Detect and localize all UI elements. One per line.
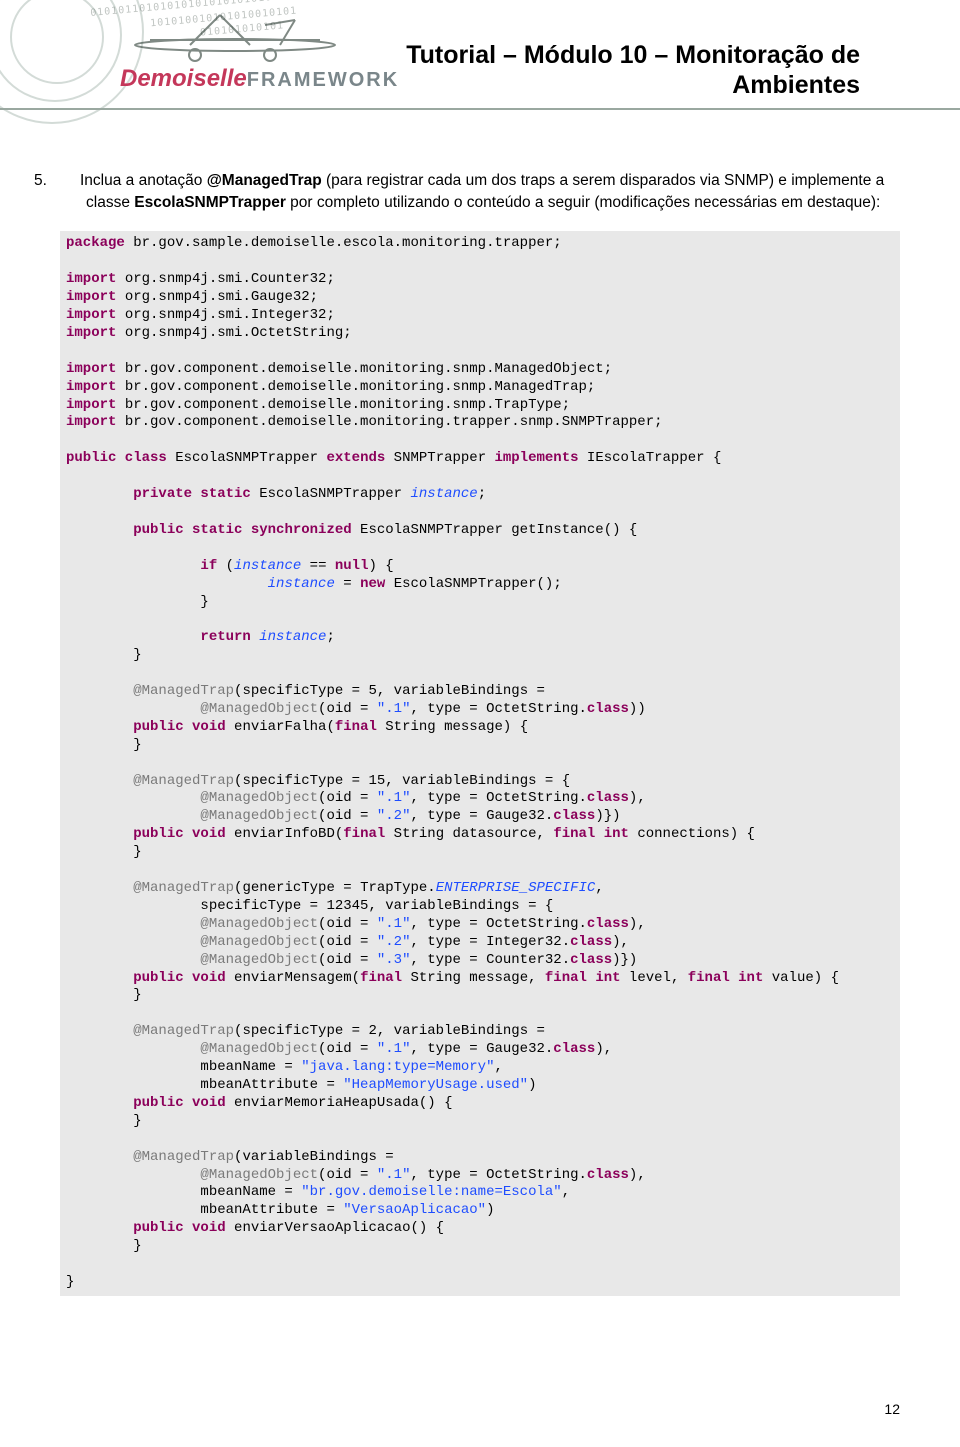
list-number: 5. [60,170,80,192]
code-listing: package br.gov.sample.demoiselle.escola.… [60,231,900,1295]
text-fragment: Inclua a anotação [80,172,207,189]
text-fragment: por completo utilizando o conteúdo a seg… [286,194,881,211]
logo: DemoiselleFRAMEWORK [120,65,399,93]
document-page: 01010110101010101010101010 1010100101010… [0,0,960,1447]
logo-brand: Demoiselle [120,65,247,92]
annotation-name: @ManagedTrap [207,172,322,189]
page-number: 12 [884,1401,900,1417]
title-line-1: Tutorial – Módulo 10 – Monitoração de [406,41,860,69]
tutorial-title: Tutorial – Módulo 10 – Monitoração de Am… [406,40,860,100]
class-name: EscolaSNMPTrapper [134,194,286,211]
page-header: 01010110101010101010101010 1010100101010… [60,0,900,130]
logo-suffix: FRAMEWORK [247,69,399,91]
title-line-2: Ambientes [732,71,860,99]
instruction-paragraph: 5.Inclua a anotação @ManagedTrap (para r… [86,170,900,213]
header-rule [0,108,960,110]
